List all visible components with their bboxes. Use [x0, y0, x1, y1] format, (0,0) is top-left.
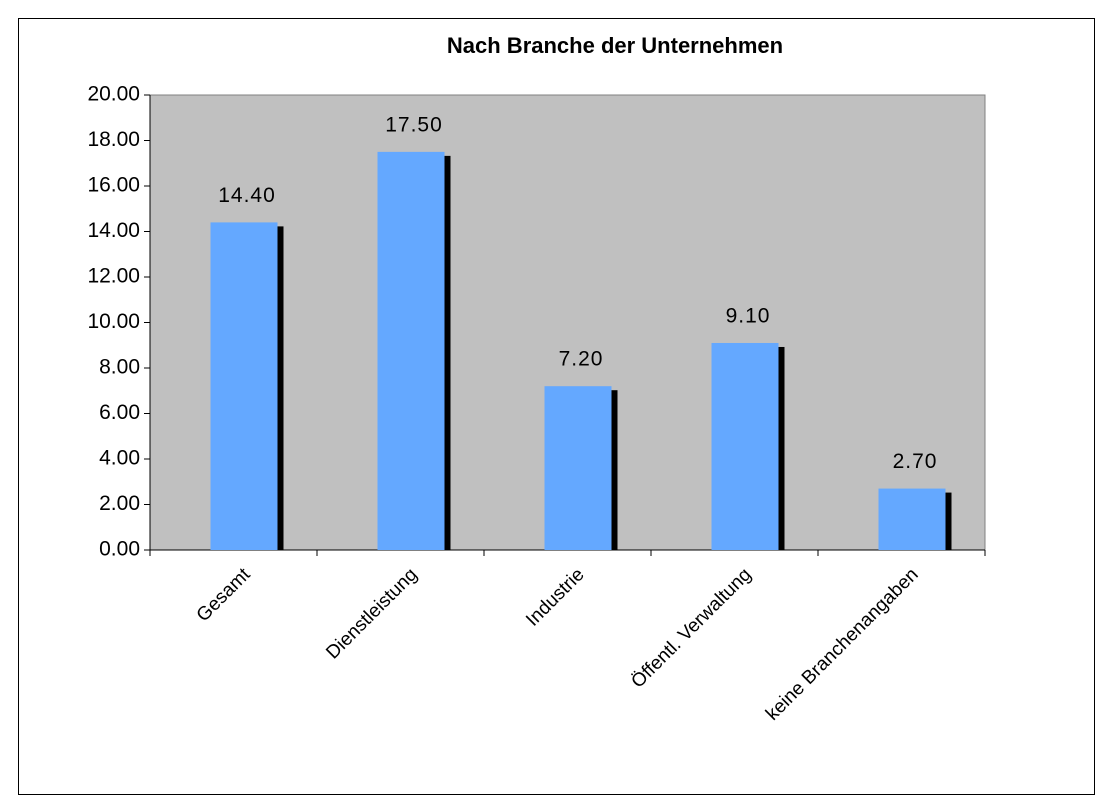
y-tick-label: 2.00: [99, 492, 140, 515]
y-tick-label: 20.00: [87, 83, 140, 106]
bar: [210, 222, 278, 550]
data-label: 7.20: [559, 348, 604, 371]
data-label: 17.50: [385, 113, 443, 136]
bar: [544, 386, 612, 550]
data-label: 2.70: [893, 450, 938, 473]
y-tick-label: 10.00: [87, 310, 140, 333]
chart-title: Nach Branche der Unternehmen: [447, 33, 783, 58]
data-label: 14.40: [218, 184, 276, 207]
bar: [711, 342, 779, 550]
y-tick-label: 12.00: [87, 265, 140, 288]
y-tick-label: 18.00: [87, 128, 140, 151]
y-tick-label: 8.00: [99, 356, 140, 379]
y-tick-label: 4.00: [99, 447, 140, 470]
bar: [878, 488, 946, 550]
data-label: 9.10: [726, 305, 771, 328]
y-tick-label: 16.00: [87, 174, 140, 197]
bar: [377, 151, 445, 550]
y-tick-label: 0.00: [99, 538, 140, 561]
y-tick-label: 6.00: [99, 401, 140, 424]
y-tick-label: 14.00: [87, 219, 140, 242]
